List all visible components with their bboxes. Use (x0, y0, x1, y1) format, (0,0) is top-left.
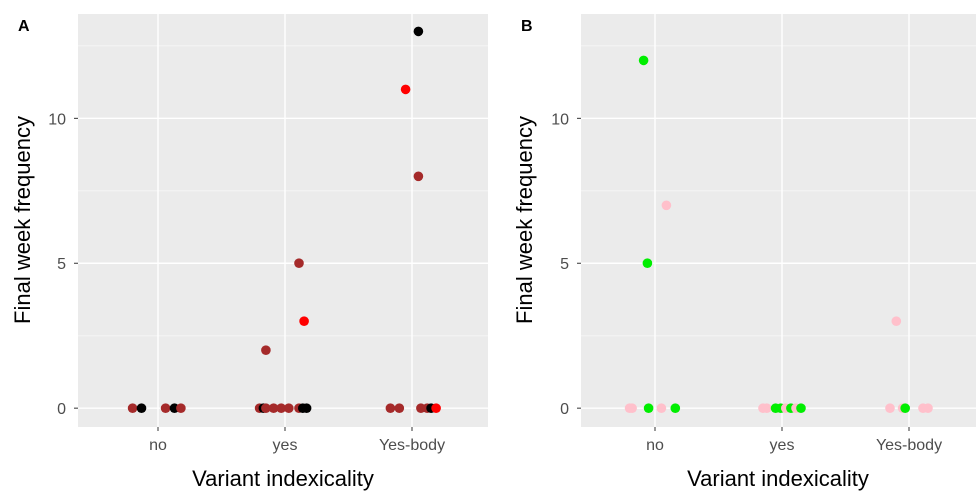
data-point (284, 403, 294, 414)
y-axis-title-a: Final week frequency (10, 116, 35, 324)
plot-background-b (581, 14, 976, 427)
data-point (656, 403, 667, 414)
x-tick-labels-a: no yes Yes-body (149, 427, 445, 454)
data-point (136, 403, 147, 414)
y-tick-label: 0 (560, 401, 569, 418)
data-point (413, 171, 424, 182)
panel-b: B 0 5 10 no yes Yes-body Variant indexicalit… (512, 14, 976, 491)
x-axis-title-b: Variant indexicality (687, 466, 869, 491)
x-tick-labels-b: no yes Yes-body (646, 427, 942, 454)
panel-a: A 0 5 10 no yes Yes-body Variant indexicalit… (10, 14, 488, 491)
data-point (268, 403, 279, 414)
data-point (294, 258, 304, 269)
panel-label-b: B (521, 18, 533, 35)
y-tick-labels-a: 0 5 10 (48, 111, 78, 418)
x-tick-label: no (646, 437, 664, 454)
x-tick-label: Yes-body (379, 437, 445, 454)
y-tick-label: 5 (57, 256, 66, 273)
y-tick-label: 5 (560, 256, 569, 273)
data-point (885, 403, 895, 414)
major-gridlines-a (78, 14, 488, 427)
y-tick-labels-b: 0 5 10 (551, 111, 581, 418)
data-point (891, 316, 902, 327)
data-point (431, 403, 441, 414)
data-point (643, 403, 654, 414)
data-point (670, 403, 681, 414)
data-point (394, 403, 405, 414)
y-tick-label: 10 (551, 111, 569, 128)
y-axis-title-b: Final week frequency (512, 116, 537, 324)
x-tick-label: yes (273, 437, 298, 454)
x-tick-label: yes (770, 437, 795, 454)
data-point (796, 403, 806, 414)
x-tick-label: Yes-body (876, 437, 942, 454)
data-point (301, 403, 312, 414)
data-point (627, 403, 637, 414)
data-point (160, 403, 171, 414)
data-point (261, 403, 271, 414)
data-point (413, 26, 424, 37)
data-point (923, 403, 933, 414)
plot-background-a (78, 14, 488, 427)
data-point (127, 403, 138, 414)
minor-gridlines-b (581, 45, 976, 337)
panel-label-a: A (18, 18, 30, 35)
points-b (624, 55, 933, 414)
data-point (299, 316, 309, 327)
data-point (261, 345, 271, 356)
data-point (900, 403, 910, 414)
minor-gridlines-a (78, 45, 488, 337)
data-point (400, 84, 411, 95)
x-tick-label: no (149, 437, 167, 454)
data-point (276, 403, 287, 414)
y-tick-label: 10 (48, 111, 66, 128)
data-point (176, 403, 186, 414)
y-tick-label: 0 (57, 401, 66, 418)
data-point (642, 258, 653, 269)
data-point (661, 200, 672, 211)
data-point (385, 403, 396, 414)
x-axis-title-a: Variant indexicality (192, 466, 374, 491)
data-point (638, 55, 649, 66)
points-a (127, 26, 441, 414)
data-point (762, 403, 772, 414)
